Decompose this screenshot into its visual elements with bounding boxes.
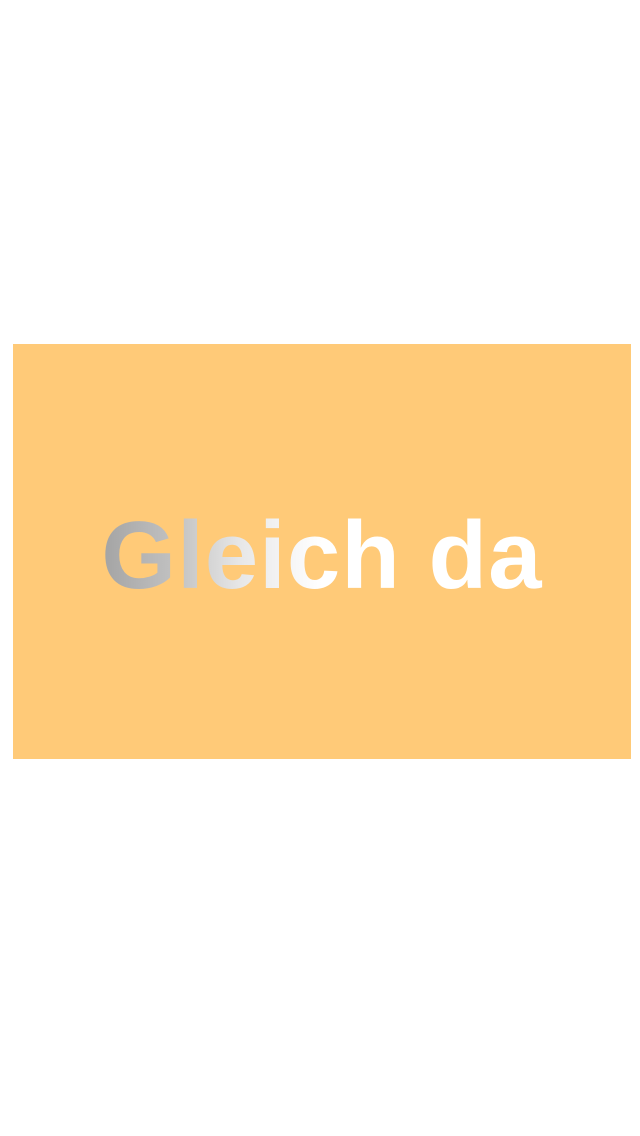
loading-card: Gleich da bbox=[13, 344, 631, 759]
loading-message: Gleich da bbox=[101, 501, 543, 609]
